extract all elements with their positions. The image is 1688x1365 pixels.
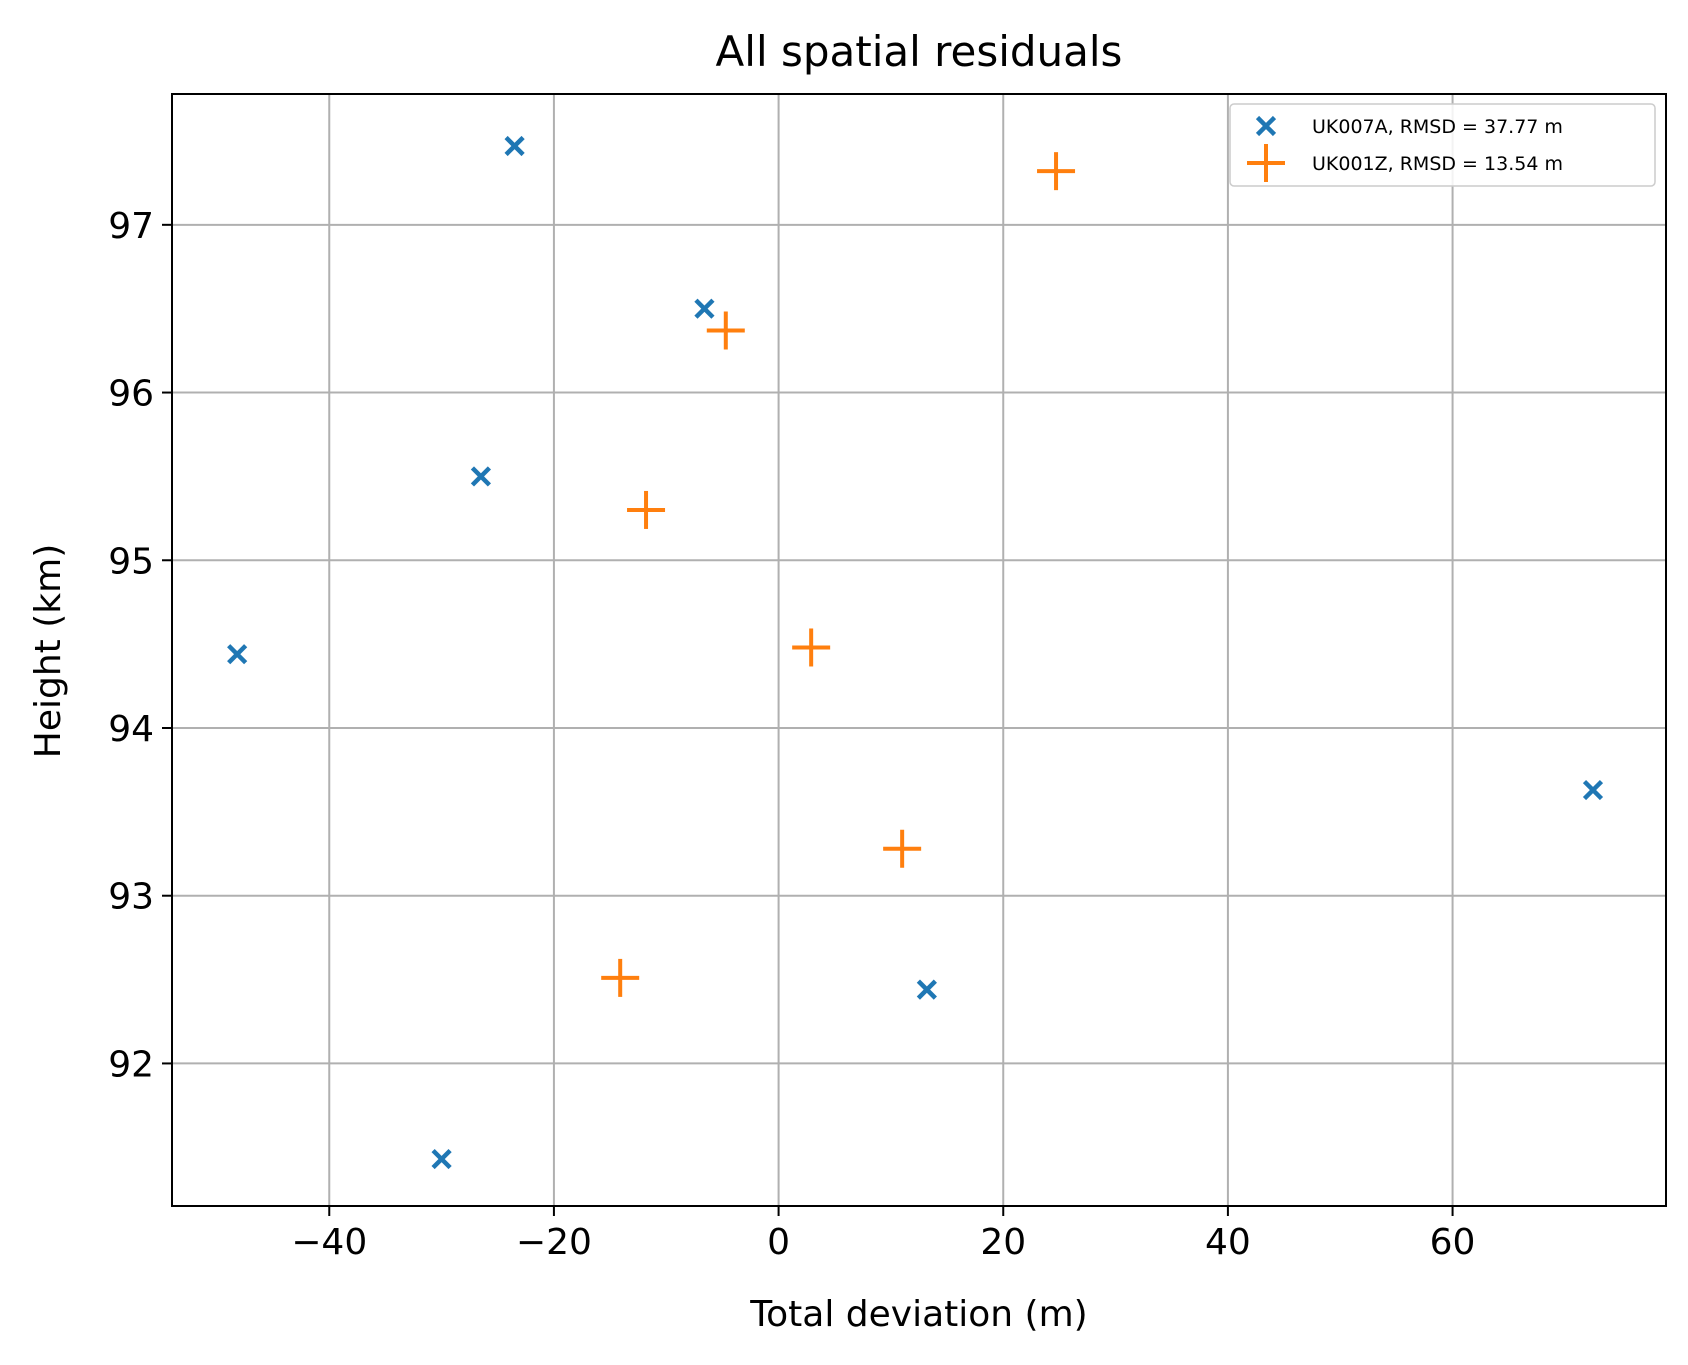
marker-stroke bbox=[431, 1148, 452, 1170]
legend: UK007A, RMSD = 37.77 m UK001Z, RMSD = 13.… bbox=[1229, 103, 1656, 187]
x-tick-label: −40 bbox=[291, 1222, 367, 1263]
y-tick-label: 92 bbox=[108, 1044, 154, 1085]
series-0-point bbox=[470, 466, 492, 487]
series-1-point bbox=[601, 958, 640, 997]
series-1-point bbox=[627, 490, 666, 529]
series-0-point bbox=[504, 135, 525, 157]
x-tick-label: 20 bbox=[980, 1222, 1026, 1263]
legend-marker-1 bbox=[1247, 144, 1285, 182]
series-1-point bbox=[706, 311, 745, 350]
legend-box bbox=[1229, 103, 1656, 187]
y-tick-label: 95 bbox=[108, 541, 154, 582]
data-markers bbox=[227, 135, 1604, 1170]
y-tick-label: 97 bbox=[108, 206, 154, 247]
marker-stroke bbox=[470, 466, 492, 487]
marker-stroke bbox=[916, 979, 937, 1000]
plot-frame bbox=[171, 93, 1667, 1207]
series-1-point bbox=[883, 829, 922, 868]
legend-marker-0 bbox=[1255, 115, 1277, 137]
x-tick-label: −20 bbox=[516, 1222, 592, 1263]
series-0-point bbox=[694, 298, 715, 319]
series-1-point bbox=[1037, 152, 1076, 191]
series-0-point bbox=[431, 1148, 452, 1170]
axis-ticks: −40 −20 0 20 40 60 92 93 94 95 96 97 bbox=[108, 206, 1475, 1263]
legend-label-1: UK001Z, RMSD = 13.54 m bbox=[1312, 153, 1563, 175]
grid-lines bbox=[172, 94, 1666, 1206]
chart-title: All spatial residuals bbox=[716, 27, 1123, 76]
legend-label-0: UK007A, RMSD = 37.77 m bbox=[1312, 116, 1563, 138]
series-0-point bbox=[916, 979, 937, 1000]
x-tick-label: 40 bbox=[1205, 1222, 1251, 1263]
x-axis-label: Total deviation (m) bbox=[749, 1294, 1087, 1335]
series-1-point bbox=[792, 628, 831, 667]
y-tick-label: 94 bbox=[108, 709, 154, 750]
x-tick-label: 0 bbox=[767, 1222, 790, 1263]
y-tick-label: 96 bbox=[108, 374, 154, 415]
y-tick-label: 93 bbox=[108, 877, 154, 918]
y-axis-label: Height (km) bbox=[28, 544, 69, 758]
marker-stroke bbox=[227, 644, 248, 665]
x-tick-label: 60 bbox=[1430, 1222, 1476, 1263]
series-0-point bbox=[1582, 779, 1604, 801]
marker-stroke bbox=[694, 298, 715, 319]
marker-stroke bbox=[1255, 115, 1277, 137]
marker-stroke bbox=[1582, 779, 1604, 801]
series-0-point bbox=[227, 644, 248, 665]
marker-stroke bbox=[504, 135, 525, 157]
